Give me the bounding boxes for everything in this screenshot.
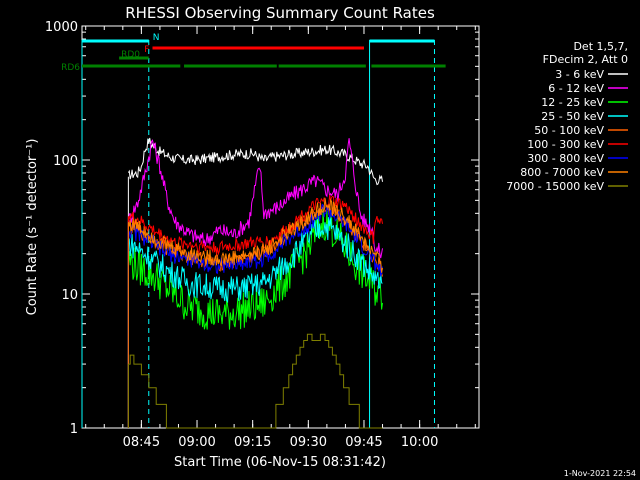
- series-line-7: [127, 198, 383, 273]
- y-tick-label: 100: [53, 154, 78, 169]
- flag-label-rd0: RD0: [121, 50, 140, 60]
- flag-label-rd6: RD6: [61, 63, 80, 73]
- y-axis-ticks: 1 10 100 1000: [45, 20, 479, 437]
- legend-entry: 12 - 25 keV: [541, 96, 604, 109]
- series-line-5: [127, 194, 383, 256]
- flag-label-n: N: [153, 33, 160, 43]
- footer-timestamp: 1-Nov-2021 22:54: [564, 469, 636, 478]
- legend-entry: 7000 - 15000 keV: [506, 180, 604, 193]
- x-tick-label: 09:30: [290, 435, 327, 450]
- x-tick-label: 09:15: [234, 435, 271, 450]
- legend-header: FDecim 2, Att 0: [543, 53, 628, 66]
- legend-entry: 3 - 6 keV: [555, 68, 604, 81]
- legend-header: Det 1,5,7,: [573, 40, 628, 53]
- x-axis-ticks: 08:45 09:00 09:15 09:30 09:45 10:00: [85, 26, 476, 450]
- legend-entry: 25 - 50 keV: [541, 110, 604, 123]
- legend-entry: 50 - 100 keV: [534, 124, 604, 137]
- x-tick-label: 09:45: [345, 435, 382, 450]
- legend-entry: 300 - 800 keV: [527, 152, 604, 165]
- y-tick-label: 1: [70, 422, 78, 437]
- series-line-6: [128, 203, 383, 278]
- vertical-markers: [81, 40, 435, 428]
- y-axis-label: Count Rate (s⁻¹ detector⁻¹): [25, 139, 40, 316]
- flag-label-f: F: [144, 45, 149, 55]
- legend-entry: 6 - 12 keV: [548, 82, 604, 95]
- x-tick-label: 08:45: [123, 435, 160, 450]
- x-axis-label: Start Time (06-Nov-15 08:31:42): [174, 455, 386, 470]
- series-line-0: [127, 137, 383, 186]
- series-line-8: [128, 333, 383, 429]
- status-flags: NF RD0 RD6: [61, 33, 446, 73]
- series-line-1: [127, 138, 383, 259]
- x-tick-label: 10:00: [401, 435, 438, 450]
- chart-title: RHESSI Observing Summary Count Rates: [125, 4, 435, 22]
- legend-entry: 800 - 7000 keV: [520, 166, 604, 179]
- data-series: [127, 137, 383, 429]
- y-tick-label: 10: [61, 288, 78, 303]
- legend-entry: 100 - 300 keV: [527, 138, 604, 151]
- x-tick-label: 09:00: [178, 435, 215, 450]
- series-line-3: [128, 216, 383, 304]
- y-tick-label: 1000: [45, 20, 78, 35]
